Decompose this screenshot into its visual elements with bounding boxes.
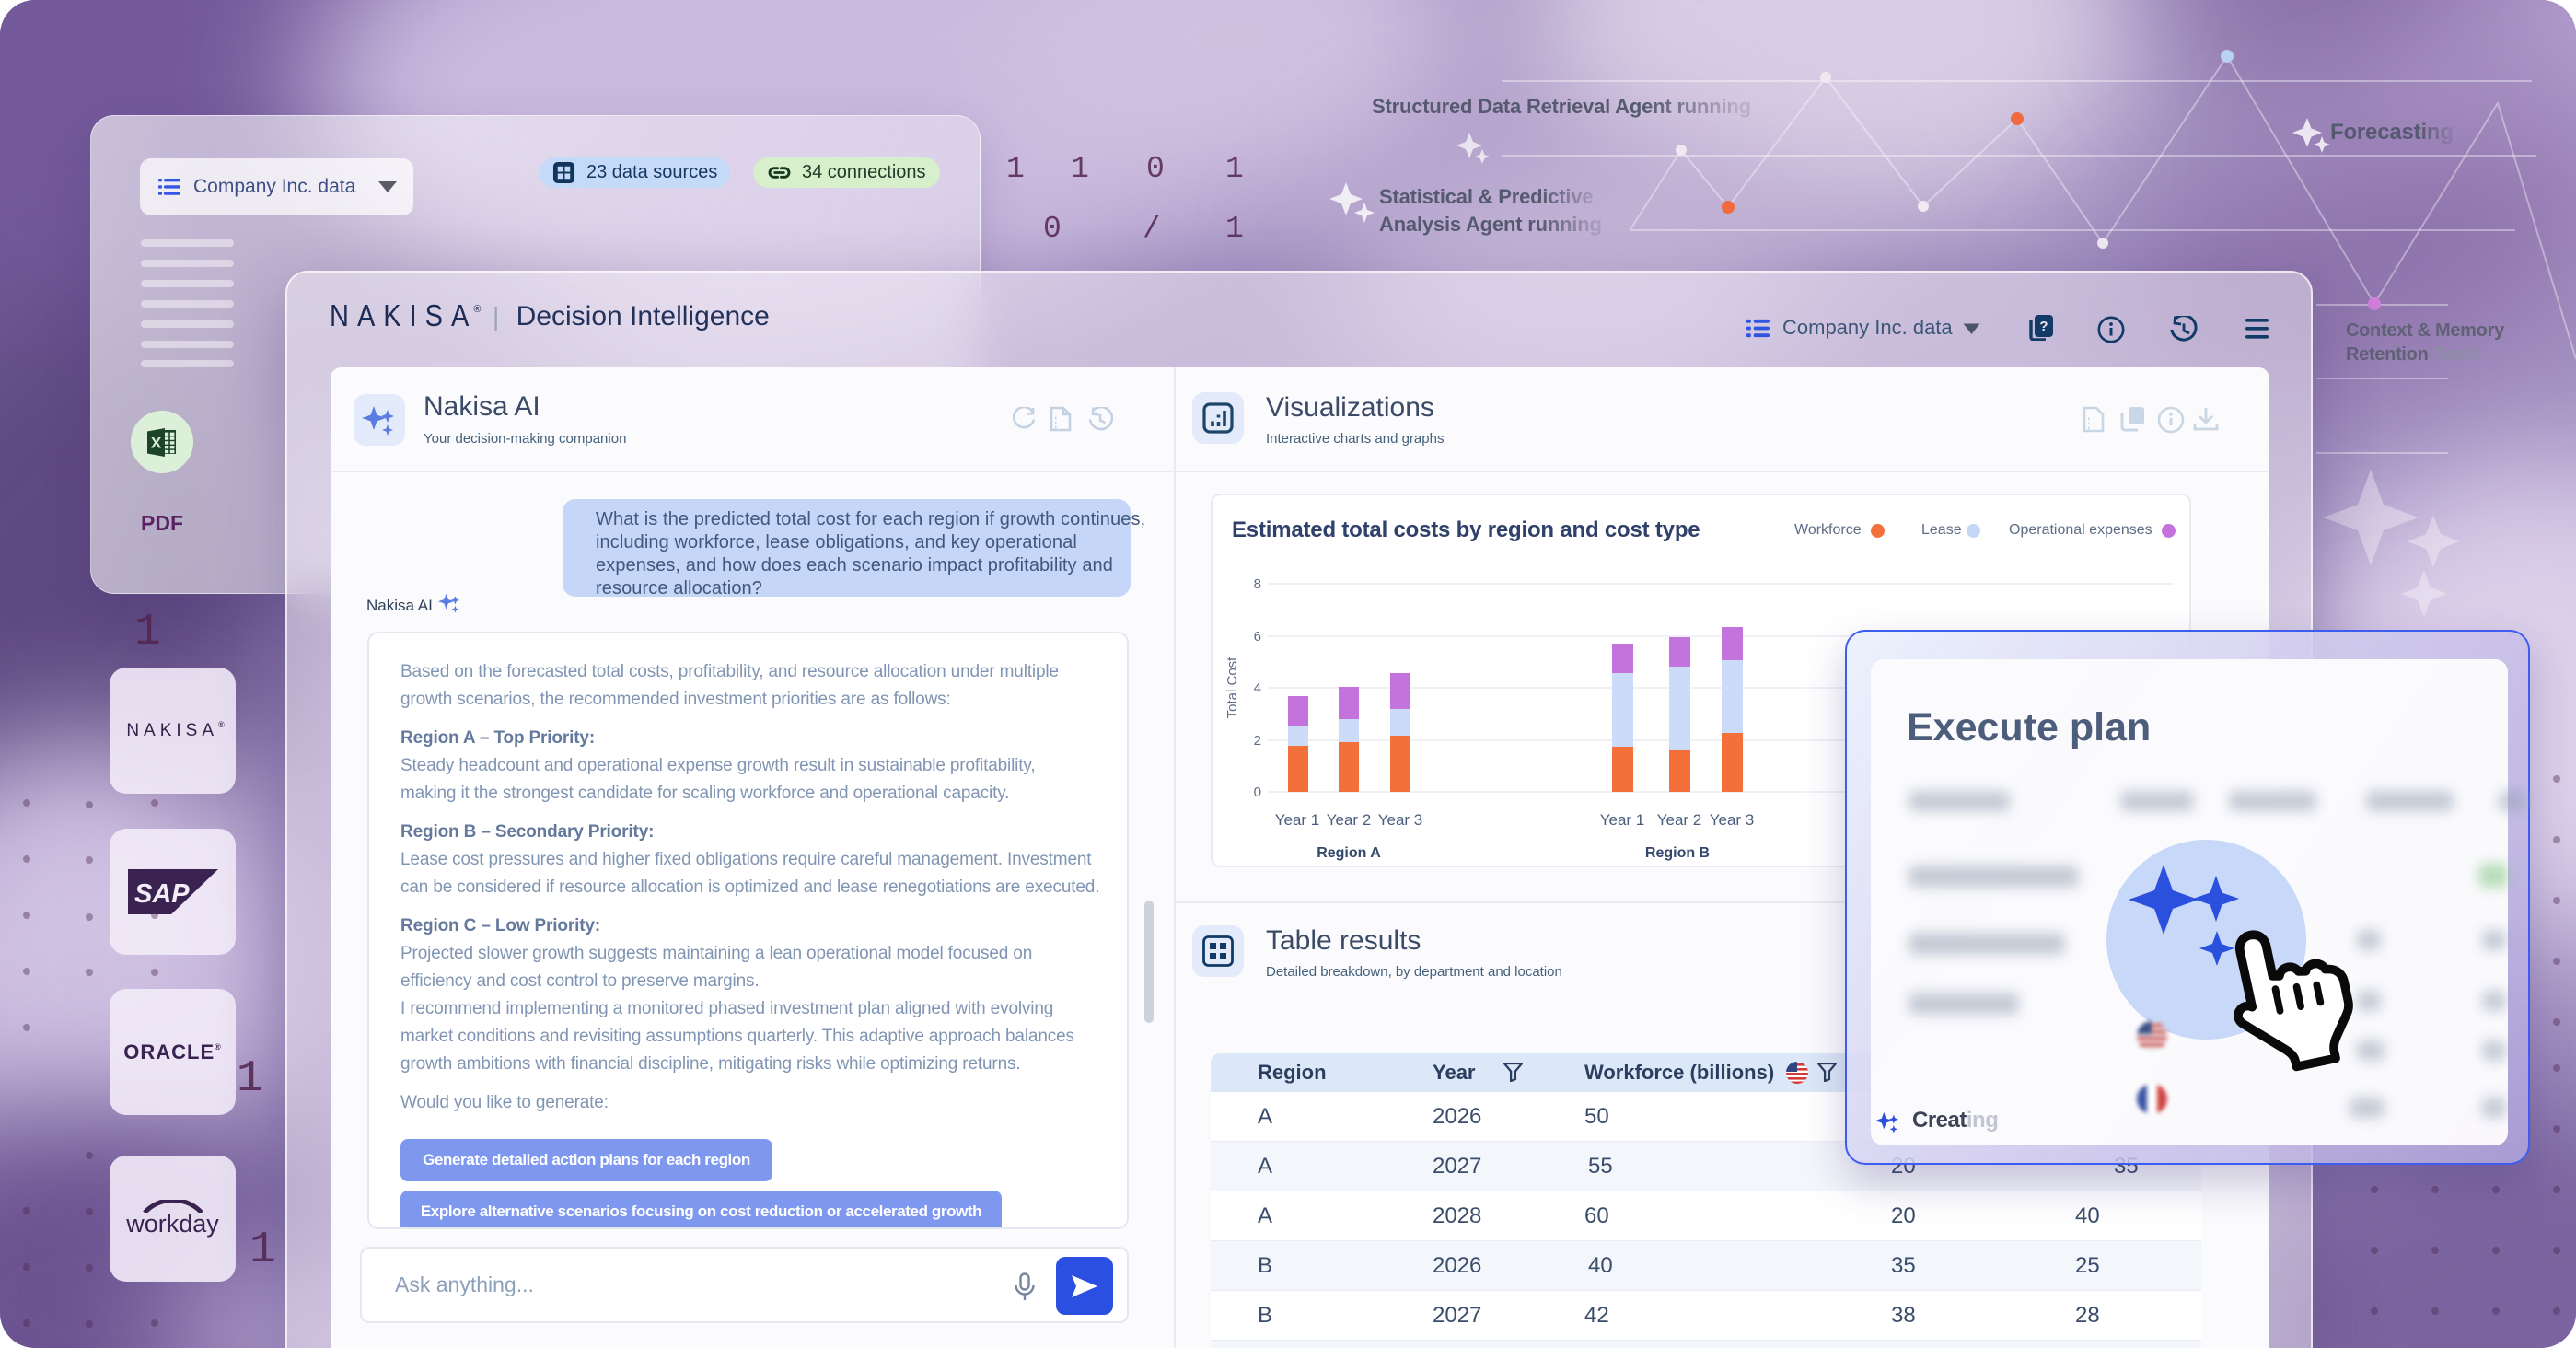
svg-text:4: 4 [1254,680,1261,696]
svg-text:0: 0 [1254,784,1261,800]
svg-text:Year 2: Year 2 [1327,811,1372,829]
svg-text:6: 6 [1254,629,1261,645]
svg-text:Region A: Region A [1317,845,1381,861]
svg-text:Year 2: Year 2 [1657,811,1702,829]
svg-text:Year 3: Year 3 [1710,811,1755,829]
svg-text:Region B: Region B [1645,845,1710,861]
svg-text:Year 1: Year 1 [1275,811,1320,829]
svg-text:Year 3: Year 3 [1378,811,1423,829]
svg-text:SAP: SAP [134,879,190,909]
svg-text:Year 1: Year 1 [1600,811,1645,829]
svg-text:2: 2 [1254,733,1261,749]
svg-text:X: X [151,434,162,451]
svg-text:8: 8 [1254,576,1261,592]
svg-text:?: ? [2039,319,2048,334]
svg-text:Total Cost: Total Cost [1224,657,1240,719]
